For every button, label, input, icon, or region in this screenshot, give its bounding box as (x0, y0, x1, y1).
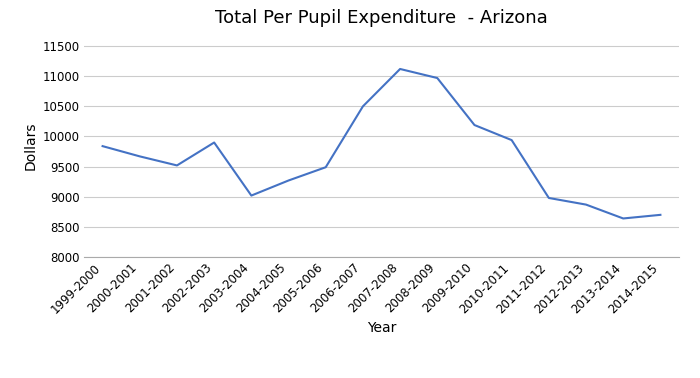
X-axis label: Year: Year (367, 321, 396, 335)
Y-axis label: Dollars: Dollars (23, 121, 37, 170)
Title: Total Per Pupil Expenditure  - Arizona: Total Per Pupil Expenditure - Arizona (215, 9, 548, 27)
